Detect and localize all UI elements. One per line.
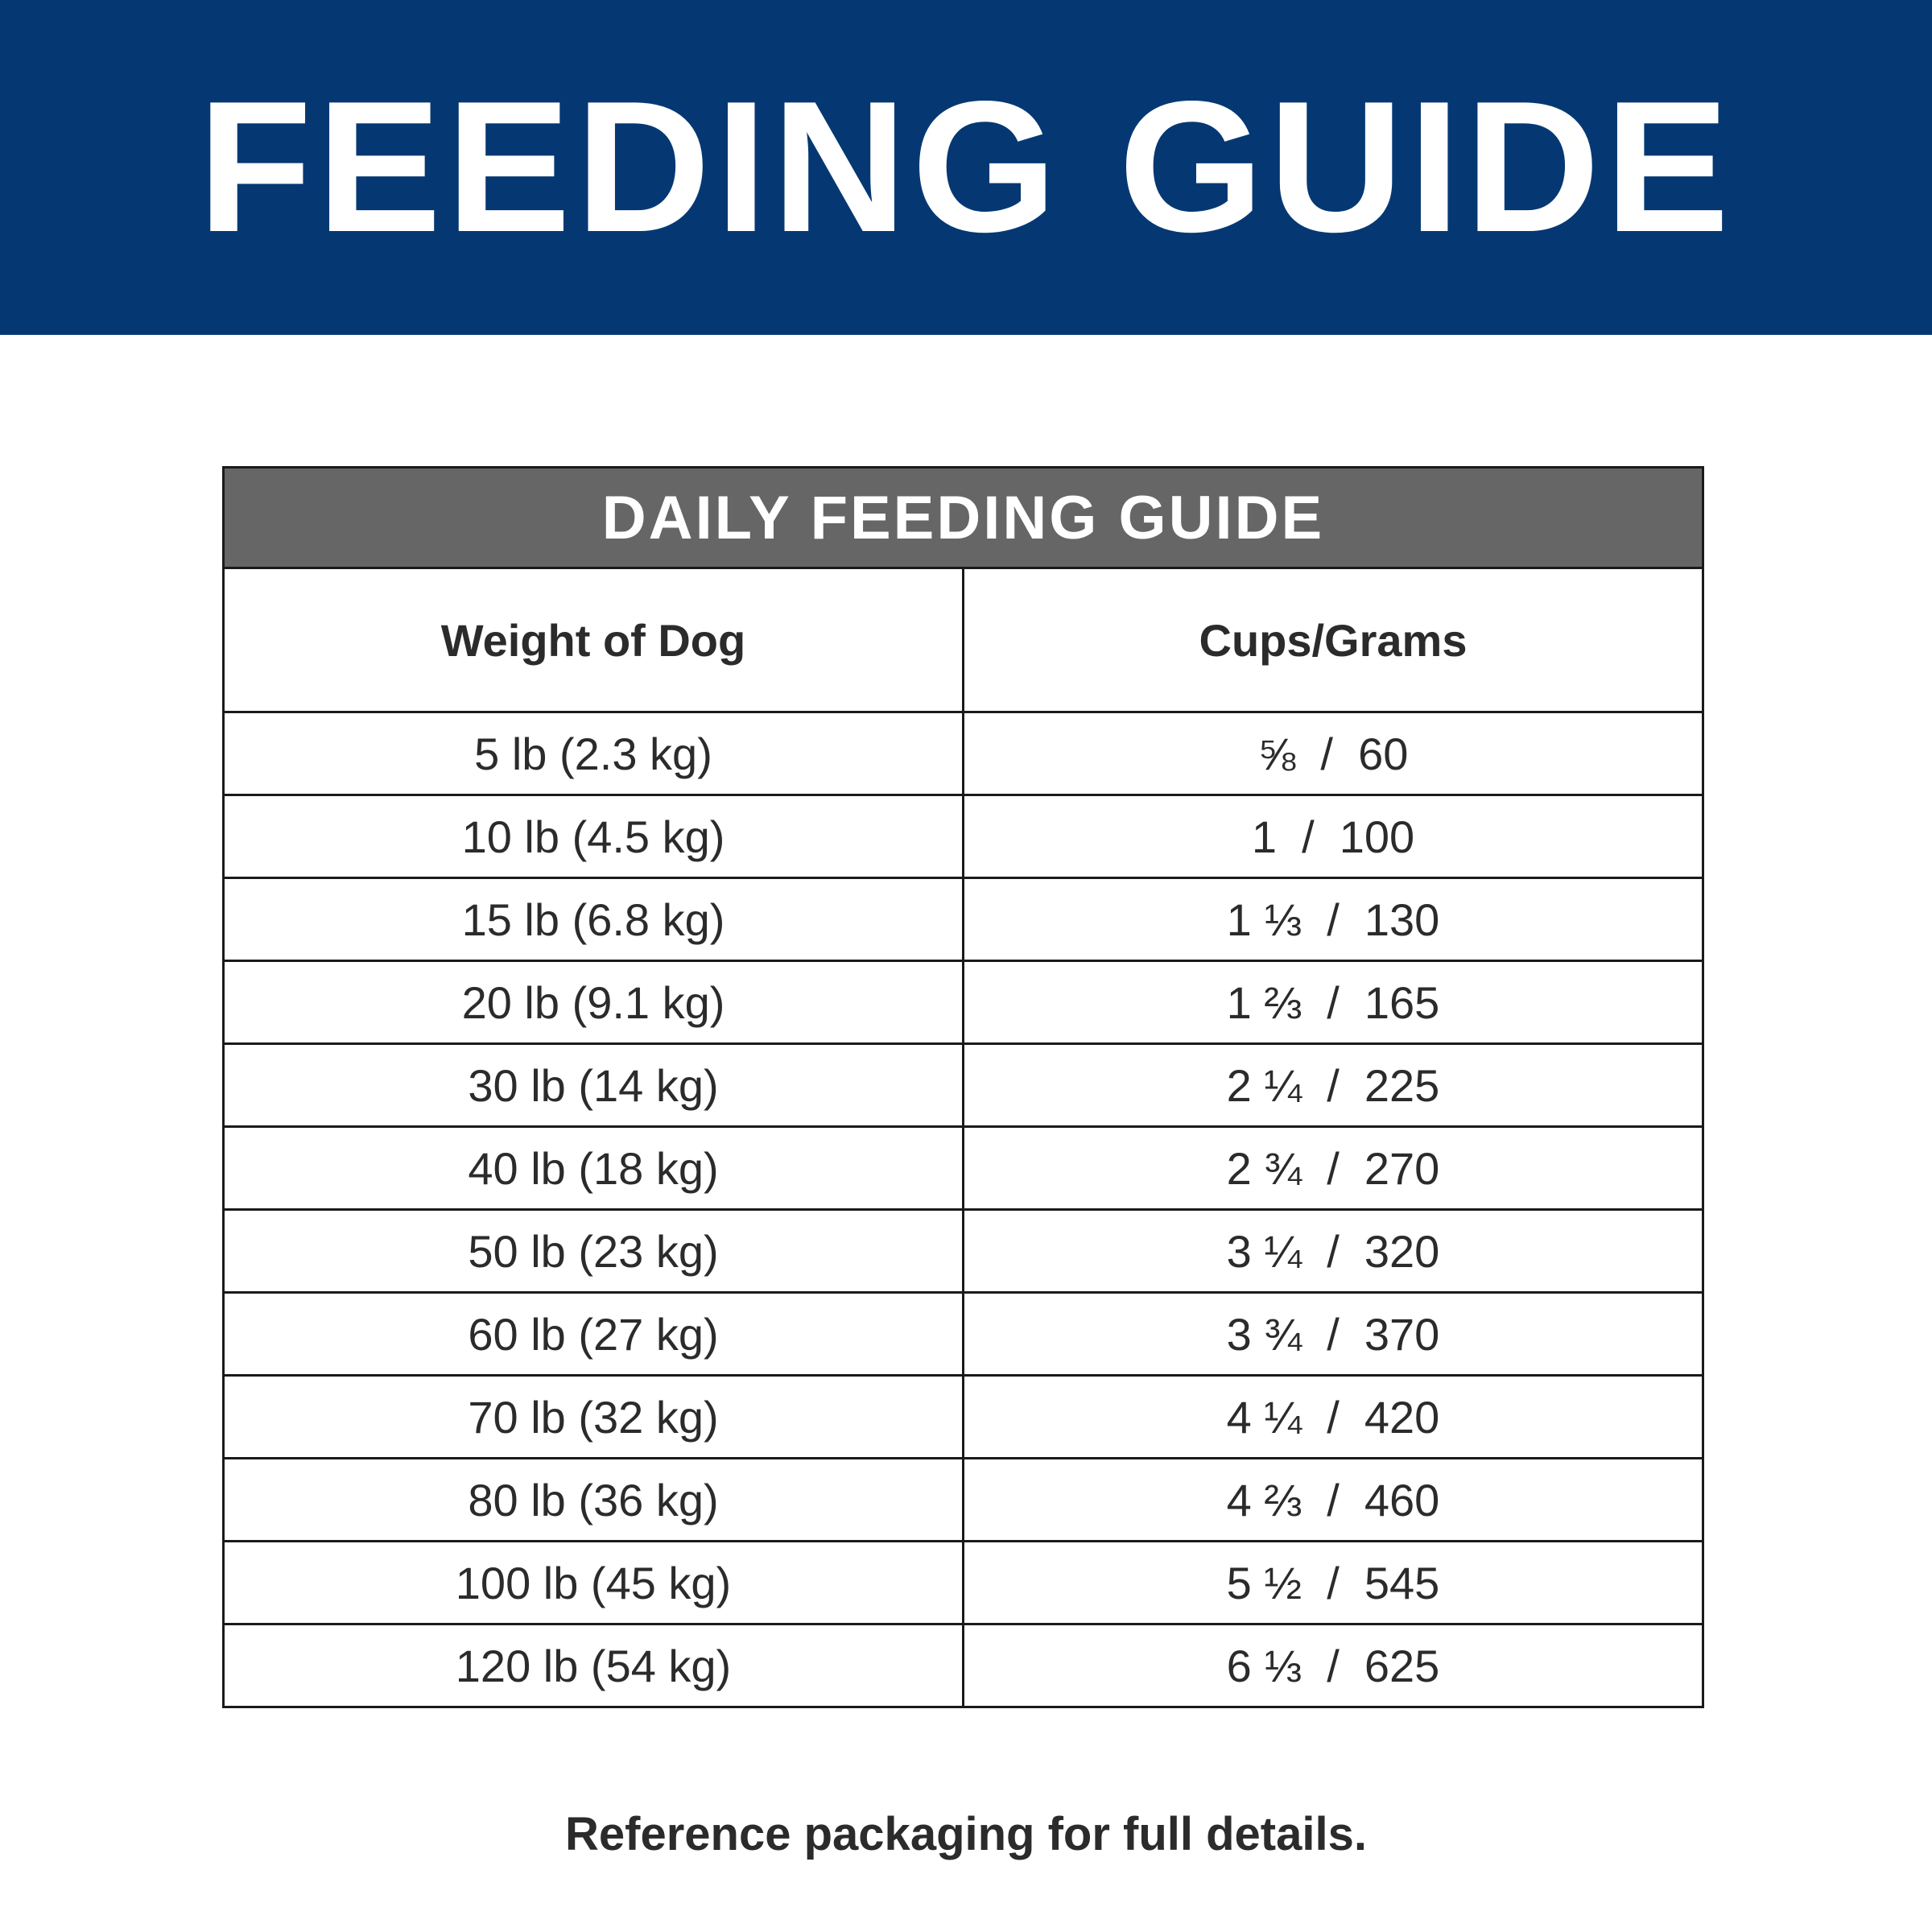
weight-cell: 40 lb (18 kg) (222, 1125, 964, 1211)
table-row: 120 lb (54 kg) 6 ⅓ / 625 (222, 1623, 1704, 1708)
amount-cell: 3 ¼ / 320 (962, 1208, 1704, 1294)
amount-cell: 1 / 100 (962, 794, 1704, 879)
amount-cell: 5 ½ / 545 (962, 1540, 1704, 1625)
weight-cell: 80 lb (36 kg) (222, 1457, 964, 1542)
amount-cell: 3 ¾ / 370 (962, 1291, 1704, 1377)
column-header: Cups/Grams (962, 567, 1704, 713)
table-title: DAILY FEEDING GUIDE (222, 466, 1704, 569)
weight-cell: 15 lb (6.8 kg) (222, 877, 964, 962)
amount-cell: 2 ¾ / 270 (962, 1125, 1704, 1211)
amount-cell: 4 ¼ / 420 (962, 1374, 1704, 1459)
amount-cell: 4 ⅔ / 460 (962, 1457, 1704, 1542)
weight-cell: 20 lb (9.1 kg) (222, 960, 964, 1045)
table-row: 20 lb (9.1 kg) 1 ⅔ / 165 (222, 960, 1704, 1045)
weight-cell: 70 lb (32 kg) (222, 1374, 964, 1459)
table-body: 5 lb (2.3 kg) ⅝ / 60 10 lb (4.5 kg) 1 / 100… (222, 711, 1704, 1708)
weight-cell: 100 lb (45 kg) (222, 1540, 964, 1625)
amount-cell: 2 ¼ / 225 (962, 1042, 1704, 1128)
table-row: 80 lb (36 kg) 4 ⅔ / 460 (222, 1457, 1704, 1542)
amount-cell: 1 ⅓ / 130 (962, 877, 1704, 962)
table-row: 15 lb (6.8 kg) 1 ⅓ / 130 (222, 877, 1704, 962)
weight-cell: 120 lb (54 kg) (222, 1623, 964, 1708)
amount-cell: 6 ⅓ / 625 (962, 1623, 1704, 1708)
weight-cell: 50 lb (23 kg) (222, 1208, 964, 1294)
table-row: 5 lb (2.3 kg) ⅝ / 60 (222, 711, 1704, 796)
table-row: 100 lb (45 kg) 5 ½ / 545 (222, 1540, 1704, 1625)
table-row: 40 lb (18 kg) 2 ¾ / 270 (222, 1125, 1704, 1211)
table-row: 60 lb (27 kg) 3 ¾ / 370 (222, 1291, 1704, 1377)
weight-cell: 5 lb (2.3 kg) (222, 711, 964, 796)
amount-cell: 1 ⅔ / 165 (962, 960, 1704, 1045)
amount-cell: ⅝ / 60 (962, 711, 1704, 796)
feeding-table: DAILY FEEDING GUIDE Weight of Dog Cups/G… (222, 466, 1704, 1708)
banner: FEEDING GUIDE (0, 0, 1932, 335)
table-row: 50 lb (23 kg) 3 ¼ / 320 (222, 1208, 1704, 1294)
weight-cell: 60 lb (27 kg) (222, 1291, 964, 1377)
weight-cell: 30 lb (14 kg) (222, 1042, 964, 1128)
column-header: Weight of Dog (222, 567, 964, 713)
table-row: 10 lb (4.5 kg) 1 / 100 (222, 794, 1704, 879)
footer-note: Reference packaging for full details. (565, 1808, 1367, 1860)
table-row: 30 lb (14 kg) 2 ¼ / 225 (222, 1042, 1704, 1128)
table-row: 70 lb (32 kg) 4 ¼ / 420 (222, 1374, 1704, 1459)
weight-cell: 10 lb (4.5 kg) (222, 794, 964, 879)
page-title: FEEDING GUIDE (197, 63, 1735, 271)
